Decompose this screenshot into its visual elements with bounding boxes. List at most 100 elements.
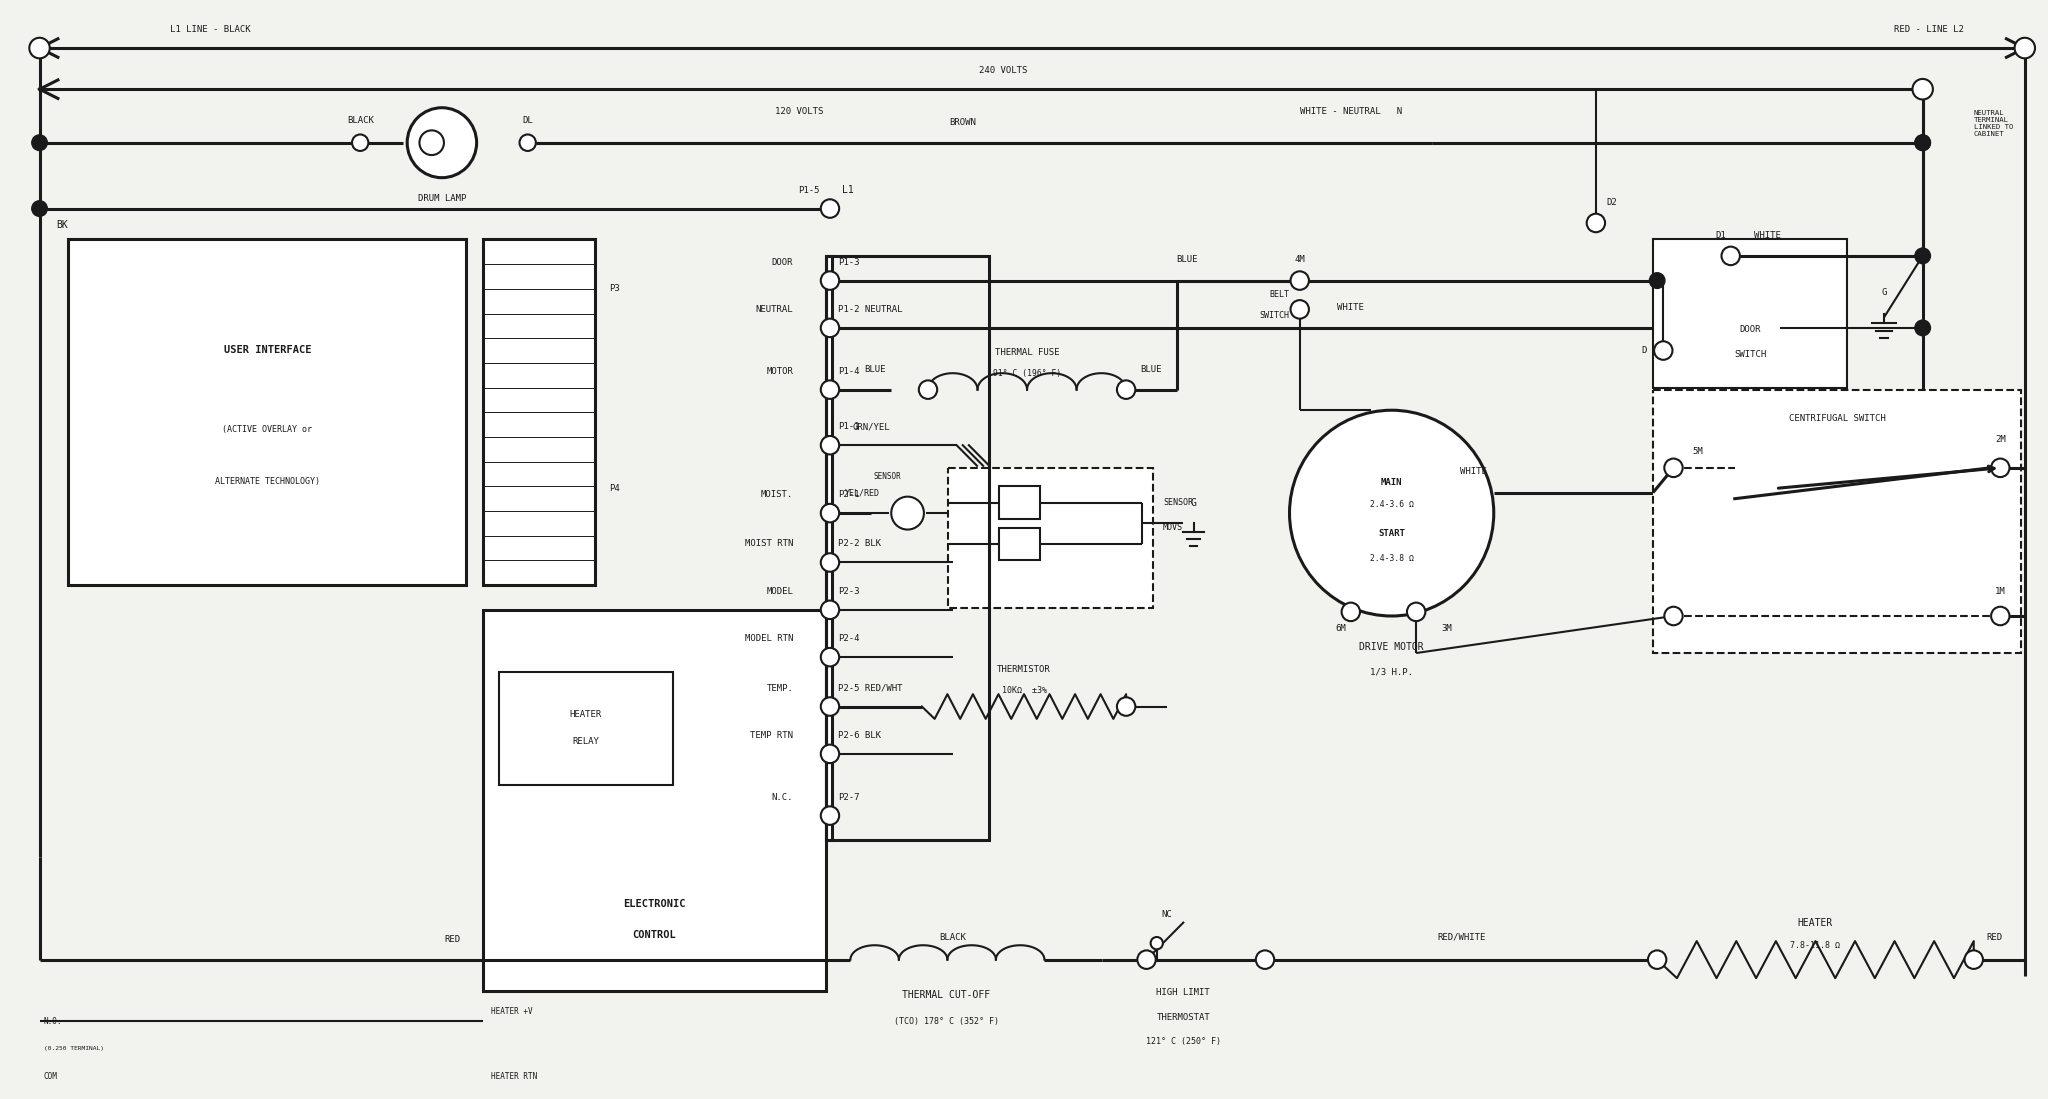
Circle shape [1116,697,1135,715]
Text: MODEL: MODEL [766,587,793,596]
Bar [483,240,596,585]
Text: RED/WHITE: RED/WHITE [1438,933,1485,942]
Text: ALTERNATE TECHNOLOGY): ALTERNATE TECHNOLOGY) [215,477,319,486]
Circle shape [1587,213,1606,232]
Text: COM: COM [43,1073,57,1081]
Circle shape [1991,458,2009,477]
Text: WHITE: WHITE [1460,467,1487,477]
Text: TEMP RTN: TEMP RTN [750,731,793,740]
Text: 120 VOLTS: 120 VOLTS [774,108,823,116]
Circle shape [33,135,47,151]
Circle shape [920,380,938,399]
Circle shape [1913,79,1933,100]
Text: P2-7: P2-7 [838,792,860,801]
Circle shape [1722,246,1741,265]
Circle shape [1915,320,1931,335]
Text: P1-3: P1-3 [838,257,860,267]
Text: BK: BK [55,220,68,230]
Circle shape [821,271,840,290]
Text: RED - LINE L2: RED - LINE L2 [1894,25,1964,34]
Circle shape [1649,273,1665,288]
Bar [825,256,989,841]
Text: HEATER +V: HEATER +V [492,1007,532,1015]
Text: P2-4: P2-4 [838,634,860,643]
Circle shape [1290,300,1309,319]
Text: BLUE: BLUE [1141,365,1161,374]
Text: DL: DL [522,115,532,124]
Text: MODEL RTN: MODEL RTN [745,634,793,643]
Text: P4: P4 [610,484,621,492]
Text: THERMISTOR: THERMISTOR [997,665,1051,674]
Text: N.C.: N.C. [772,792,793,801]
Circle shape [29,37,49,58]
Text: GRN/YEL: GRN/YEL [852,422,889,431]
Text: WHITE - NEUTRAL   N: WHITE - NEUTRAL N [1300,108,1401,116]
Text: P2-3: P2-3 [838,587,860,596]
Circle shape [520,134,537,151]
Bar [999,487,1040,520]
Text: WHITE: WHITE [1753,231,1782,240]
Text: SENSOR: SENSOR [1163,498,1192,508]
Circle shape [420,131,444,155]
Circle shape [352,134,369,151]
Text: BLACK: BLACK [940,933,967,942]
Circle shape [1290,271,1309,290]
Circle shape [821,648,840,666]
Text: NEUTRAL
TERMINAL
LINKED TO
CABINET: NEUTRAL TERMINAL LINKED TO CABINET [1974,110,2013,136]
Text: HIGH LIMIT: HIGH LIMIT [1157,988,1210,997]
Circle shape [1407,602,1425,621]
Circle shape [821,199,840,218]
Text: WHITE: WHITE [1337,303,1364,312]
Text: G: G [1190,498,1196,508]
Circle shape [821,503,840,522]
Text: SWITCH: SWITCH [1260,311,1290,320]
Text: 6M: 6M [1335,624,1346,633]
Text: P2-5 RED/WHT: P2-5 RED/WHT [838,684,903,692]
Text: RED: RED [1987,933,2003,942]
Text: BLUE: BLUE [1178,255,1198,265]
Text: 7.8-11.8 Ω: 7.8-11.8 Ω [1790,941,1841,950]
Circle shape [1341,602,1360,621]
Circle shape [1915,135,1931,151]
Text: BLUE: BLUE [864,365,885,374]
Circle shape [1255,951,1274,969]
Circle shape [821,745,840,763]
Text: THERMOSTAT: THERMOSTAT [1157,1013,1210,1022]
Text: THERMAL CUT-OFF: THERMAL CUT-OFF [903,989,991,1000]
Text: L1: L1 [842,185,854,195]
Circle shape [1151,937,1163,950]
Text: D2: D2 [1608,198,1618,207]
Text: HEATER: HEATER [1798,918,1833,928]
Text: HEATER RTN: HEATER RTN [492,1073,537,1081]
Text: DOOR: DOOR [772,257,793,267]
Text: 1/3 H.P.: 1/3 H.P. [1370,667,1413,676]
Text: D: D [1642,346,1647,355]
Circle shape [1665,607,1683,625]
Circle shape [821,436,840,455]
Text: 3M: 3M [1442,624,1452,633]
Text: P1-5: P1-5 [799,186,819,195]
Bar [1653,390,2021,653]
Bar [999,528,1040,560]
Text: (ACTIVE OVERLAY or: (ACTIVE OVERLAY or [223,425,311,434]
Text: YEL/RED: YEL/RED [846,488,881,497]
Text: 121° C (250° F): 121° C (250° F) [1145,1037,1221,1046]
Bar [948,468,1153,608]
Circle shape [1964,951,1982,969]
Text: CENTRIFUGAL SWITCH: CENTRIFUGAL SWITCH [1788,414,1886,423]
Circle shape [821,807,840,825]
Text: 2.4-3.8 Ω: 2.4-3.8 Ω [1370,554,1413,563]
Text: ELECTRONIC: ELECTRONIC [623,899,686,909]
Circle shape [1290,410,1493,617]
Bar [825,256,831,841]
Circle shape [1915,248,1931,264]
Circle shape [1116,380,1135,399]
Text: BLACK: BLACK [346,115,373,124]
Circle shape [2015,37,2036,58]
Circle shape [891,497,924,530]
Text: (TCO) 178° C (352° F): (TCO) 178° C (352° F) [893,1017,999,1025]
Text: NEUTRAL: NEUTRAL [756,304,793,314]
Text: MOTOR: MOTOR [766,367,793,376]
Text: 10KΩ  ±3%: 10KΩ ±3% [1001,686,1047,695]
Text: 1M: 1M [1995,587,2005,596]
